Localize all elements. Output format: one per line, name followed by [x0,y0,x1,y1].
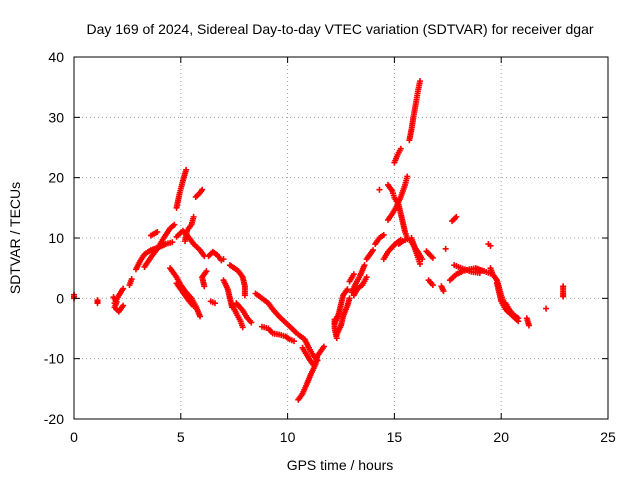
x-tick-label: 10 [280,429,296,445]
data-point [241,292,248,299]
data-point [370,247,377,254]
data-point [429,282,436,289]
data-point [350,271,357,278]
y-tick-label: -20 [44,411,64,427]
data-point [346,295,353,302]
data-marks [71,78,567,403]
data-point [169,239,176,246]
data-point [474,266,481,273]
data-point [440,288,447,295]
data-point [183,166,190,173]
data-point [154,228,161,235]
data-point [203,268,210,275]
grid [74,57,608,419]
data-point [220,256,227,263]
data-point [248,319,255,326]
data-point [94,300,101,307]
data-point [199,186,206,193]
y-axis-ticks: -20 -10 0 10 20 30 40 [44,49,608,427]
data-point [429,254,436,261]
data-point [211,300,218,307]
data-point [291,338,298,345]
x-tick-label: 5 [177,429,185,445]
data-point [442,245,449,252]
x-tick-label: 15 [387,429,403,445]
y-tick-label: 40 [48,49,64,65]
y-tick-label: 0 [56,290,64,306]
data-point [487,242,494,249]
data-point [344,286,351,293]
data-point [363,274,370,281]
data-point [120,285,127,292]
data-point [361,262,368,269]
data-point [453,213,460,220]
data-point [120,302,127,309]
data-point [525,322,532,329]
x-axis-label: GPS time / hours [287,457,394,473]
data-point [417,78,424,85]
x-axis-ticks: 0 5 10 15 20 25 [70,57,616,445]
y-tick-label: 10 [48,230,64,246]
y-tick-label: -10 [44,351,64,367]
data-point [404,173,411,180]
x-tick-label: 0 [70,429,78,445]
x-tick-label: 20 [493,429,509,445]
data-point [310,361,317,368]
data-point [476,269,483,276]
chart-title: Day 169 of 2024, Sidereal Day-to-day VTE… [86,21,593,37]
data-point [128,276,135,283]
data-point [190,303,197,310]
y-tick-label: 30 [48,109,64,125]
data-point [380,231,387,238]
data-point [560,293,567,300]
data-point [190,213,197,220]
data-point [239,324,246,331]
x-tick-label: 25 [600,429,616,445]
data-point [397,145,404,152]
data-point [376,186,383,193]
data-point [543,305,550,312]
y-axis-label: SDTVAR / TECUs [7,182,23,294]
data-point [417,260,424,267]
data-point [515,315,522,322]
y-tick-label: 20 [48,170,64,186]
data-point [197,313,204,320]
data-point [171,221,178,228]
data-point [320,343,327,350]
